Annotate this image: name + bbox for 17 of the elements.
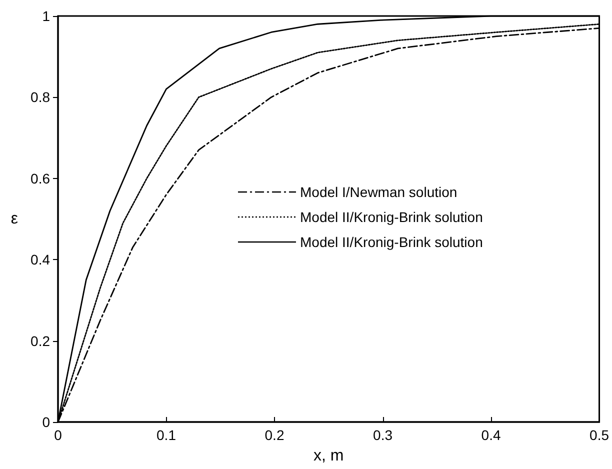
legend-label: Model I/Newman solution	[300, 184, 458, 200]
legend-label: Model II/Kronig-Brink solution	[300, 209, 483, 225]
x-axis-title: x, m	[314, 448, 344, 464]
y-tick-label: 0.2	[30, 332, 50, 349]
x-tick-label: 0.3	[373, 427, 393, 443]
y-tick-label: 0	[42, 414, 50, 430]
x-tick-label: 0	[54, 427, 62, 443]
y-tick-label: 0.4	[30, 252, 50, 268]
y-axis-title: ε	[10, 210, 18, 228]
x-tick-label: 0.5	[590, 427, 610, 443]
y-tick-label: 1	[42, 8, 50, 24]
x-tick-label: 0.4	[481, 427, 501, 443]
y-tick-label: 0.8	[30, 89, 50, 106]
y-tick-label: 0.6	[30, 170, 50, 186]
legend-label: Model II/Kronig-Brink solution	[300, 234, 483, 250]
x-tick-label: 0.2	[264, 427, 284, 443]
x-tick-label: 0.1	[156, 427, 176, 443]
